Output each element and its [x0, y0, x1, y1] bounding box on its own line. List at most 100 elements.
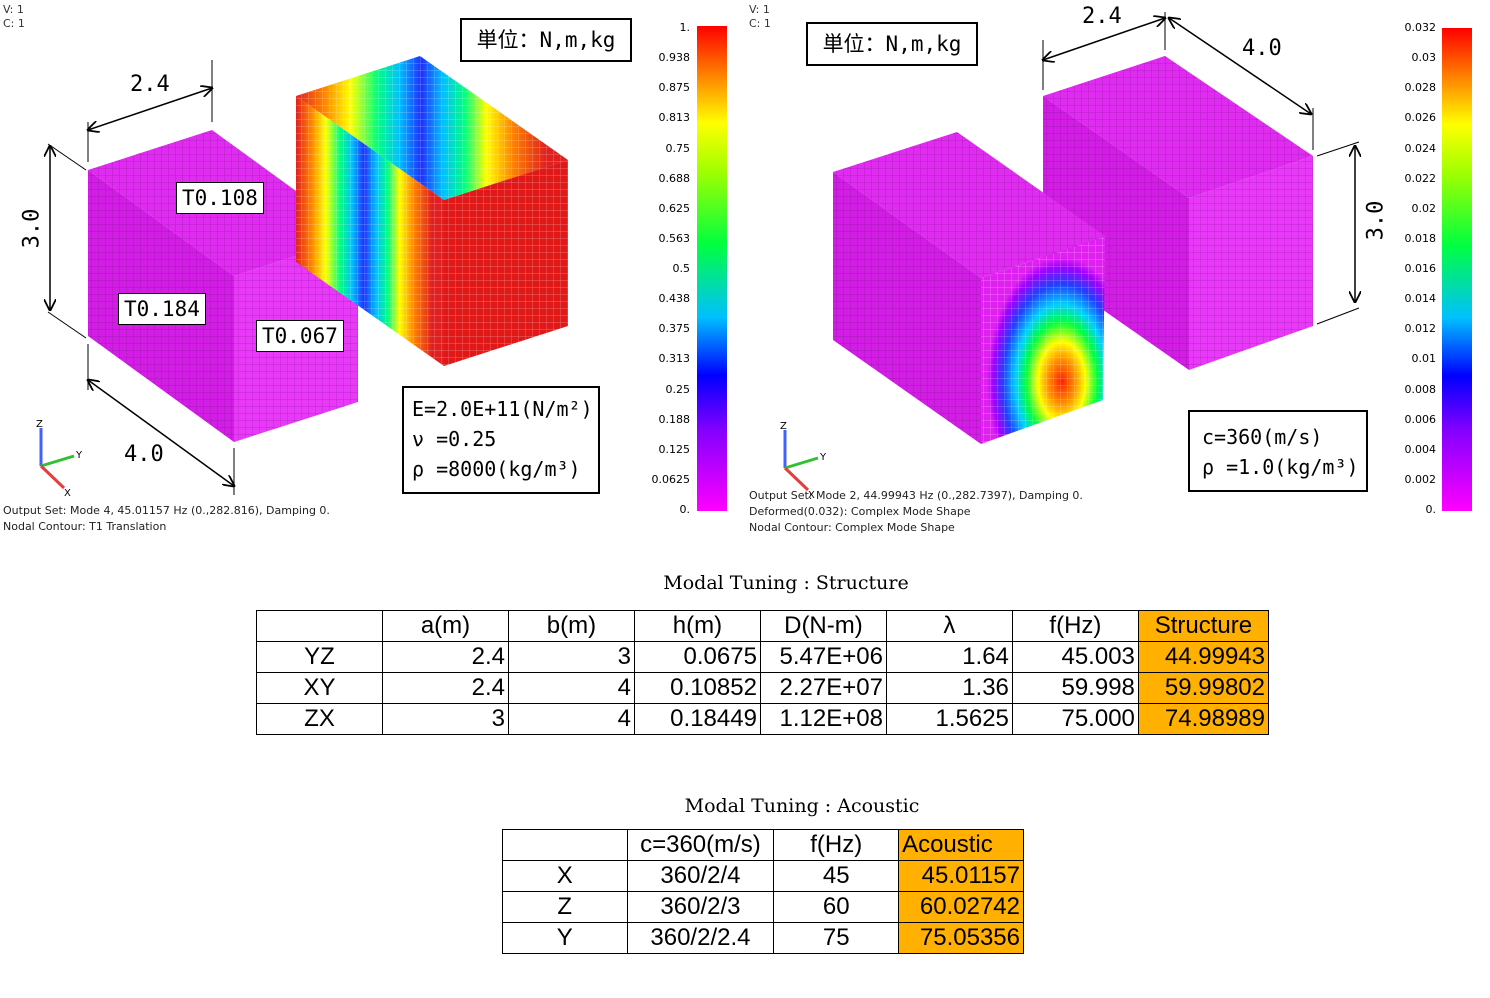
left-scale-tick-label: 0.438 [658, 292, 691, 306]
material-rho: ρ =8000(kg/m³) [412, 457, 581, 481]
table-cell: Y [502, 922, 628, 954]
table-cell: 60 [773, 891, 900, 923]
left-output-line-2: Nodal Contour: T1 Translation [3, 520, 167, 533]
left-scale-tick-label: 0.813 [658, 111, 691, 125]
right-dim-height: 3.0 [1363, 200, 1389, 241]
table-cell: 0.0675 [633, 641, 761, 673]
structure-header-cell: D(N-m) [759, 610, 887, 642]
left-output-info: Output Set: Mode 4, 45.01157 Hz (0.,282.… [3, 503, 330, 535]
structure-header-cell: h(m) [633, 610, 761, 642]
right-scale-tick-label: 0.012 [1404, 322, 1437, 336]
right-output-info: Output Set: Mode 2, 44.99943 Hz (0.,282.… [749, 488, 1083, 536]
air-box [296, 56, 568, 366]
structure-table-caption: Modal Tuning : Structure [663, 572, 909, 594]
table-cell: X [502, 860, 628, 892]
table-cell: 360/2/4 [626, 860, 775, 892]
left-scale-tick-label: 0.625 [658, 201, 691, 215]
table-cell: 0.10852 [633, 672, 761, 704]
right-units-box: 単位：N,m,kg [806, 22, 978, 66]
right-scale-tick-label: 0.008 [1404, 382, 1437, 396]
left-scale-tick-label: 0.688 [658, 171, 691, 185]
table-cell: 75.000 [1011, 703, 1139, 735]
table-cell: 4 [507, 672, 635, 704]
structure-header-cell: f(Hz) [1011, 610, 1139, 642]
right-scale-tick-label: 0.03 [1411, 51, 1437, 65]
table-cell-highlight: 74.98989 [1137, 703, 1270, 735]
table-cell: 1.5625 [885, 703, 1013, 735]
left-dim-height: 3.0 [19, 208, 45, 249]
right-output-line-1: Output Set: Mode 2, 44.99943 Hz (0.,282.… [749, 489, 1083, 502]
right-scale-tick-label: 0.024 [1404, 141, 1437, 155]
thickness-label-top: T0.108 [176, 182, 264, 214]
table-cell: 3 [381, 703, 509, 735]
material-nu: ν =0.25 [412, 427, 497, 451]
left-axis-x-label: X [64, 488, 71, 498]
right-dim-width: 2.4 [1082, 4, 1122, 29]
left-color-scale-gradient [697, 26, 727, 511]
left-color-scale-bar [697, 26, 727, 511]
right-vc-labels: V: 1 C: 1 [749, 3, 771, 31]
fluid-box: c=360(m/s) ρ =1.0(kg/m³) [1188, 410, 1368, 492]
left-scale-tick-label: 0.875 [658, 81, 691, 95]
right-scale-tick-label: 0.014 [1404, 292, 1437, 306]
table-cell: 59.998 [1011, 672, 1139, 704]
left-scale-tick-label: 0.5 [672, 262, 691, 275]
left-scale-tick-label: 0.25 [665, 382, 691, 396]
left-scale-tick-label: 0.563 [658, 231, 691, 245]
table-cell: 2.27E+07 [759, 672, 887, 704]
right-c-label: C: 1 [749, 17, 771, 30]
table-row: ZX 3 4 0.18449 1.12E+08 1.5625 75.000 74… [256, 703, 1270, 735]
right-scale-tick-label: 0.004 [1404, 442, 1437, 456]
left-scale-tick-label: 0.938 [658, 51, 691, 65]
left-units-text: 単位：N,m,kg [476, 28, 616, 52]
table-row: Z 360/2/3 60 60.02742 [502, 891, 1024, 923]
acoustic-header-highlight: Acoustic [898, 829, 1024, 861]
left-scale-tick-label: 0.313 [658, 352, 691, 366]
right-scale-tick-label: 0.026 [1404, 111, 1437, 125]
table-cell: 5.47E+06 [759, 641, 887, 673]
table-cell: 360/2/2.4 [626, 922, 775, 954]
table-cell-highlight: 60.02742 [898, 891, 1024, 923]
table-cell: 2.4 [381, 672, 509, 704]
table-cell-highlight: 45.01157 [898, 860, 1024, 892]
acoustic-header-cell [502, 829, 628, 861]
table-row: Y 360/2/2.4 75 75.05356 [502, 922, 1024, 954]
structure-header-highlight: Structure [1137, 610, 1270, 642]
table-cell: Z [502, 891, 628, 923]
right-axis-z-label: Z [780, 421, 787, 432]
table-cell: XY [256, 672, 383, 704]
table-cell: 75 [773, 922, 900, 954]
left-dim-depth: 4.0 [124, 442, 164, 467]
table-cell-highlight: 59.99802 [1137, 672, 1270, 704]
left-scale-tick-label: 0. [679, 503, 691, 516]
left-model-drawing [0, 56, 568, 495]
right-scale-tick-label: 0.032 [1404, 21, 1437, 34]
acoustic-header-cell: f(Hz) [773, 829, 900, 861]
structure-header-cell: a(m) [381, 610, 509, 642]
right-scale-tick-label: 0.028 [1404, 81, 1437, 95]
table-row: XY 2.4 4 0.10852 2.27E+07 1.36 59.998 59… [256, 672, 1270, 704]
left-scale-tick-label: 0.125 [658, 442, 691, 456]
left-output-line-1: Output Set: Mode 4, 45.01157 Hz (0.,282.… [3, 504, 330, 517]
left-c-label: C: 1 [3, 17, 25, 30]
right-scale-tick-label: 0.002 [1404, 472, 1437, 486]
left-scale-tick-label: 0.0625 [651, 472, 691, 486]
right-color-scale-bar [1442, 28, 1472, 511]
acoustic-header-cell: c=360(m/s) [626, 829, 775, 861]
table-cell-highlight: 44.99943 [1137, 641, 1270, 673]
right-axis-triad: Z Y X [780, 421, 827, 500]
right-dim-depth: 4.0 [1242, 36, 1282, 61]
structure-header-cell: b(m) [507, 610, 635, 642]
right-axis-x-label: X [808, 490, 815, 500]
left-v-label: V: 1 [3, 3, 24, 16]
left-scale-tick-label: 0.75 [665, 141, 691, 155]
left-axis-z-label: Z [36, 419, 43, 430]
table-cell: 2.4 [381, 641, 509, 673]
right-axis-y-label: Y [819, 452, 827, 463]
structure-header-cell [256, 610, 383, 642]
left-axis-triad: Z Y X [36, 419, 83, 498]
left-scale-tick-label: 0.375 [658, 322, 691, 336]
fluid-c: c=360(m/s) [1202, 425, 1323, 449]
table-row: X 360/2/4 45 45.01157 [502, 860, 1024, 892]
table-cell-highlight: 75.05356 [898, 922, 1024, 954]
